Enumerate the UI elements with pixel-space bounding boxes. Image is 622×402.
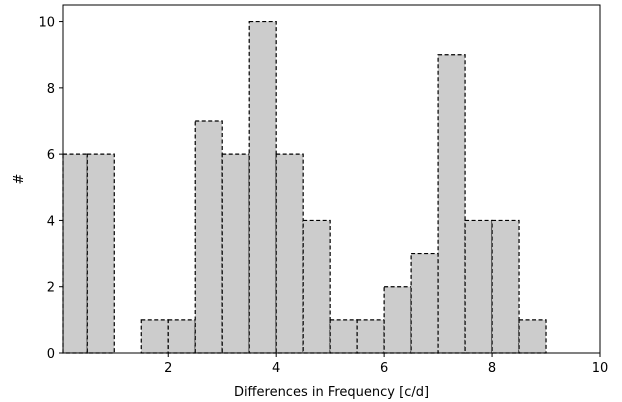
y-tick-label: 2 — [47, 281, 55, 296]
histogram-bar-13 — [410, 252, 439, 354]
histogram-bar-1 — [86, 153, 115, 354]
histogram-bar-9 — [302, 219, 331, 354]
y-tick-label: 10 — [38, 16, 55, 31]
histogram-bar-6 — [221, 153, 250, 354]
y-axis-label: # — [12, 174, 27, 185]
histogram-bar-8 — [275, 153, 304, 354]
x-axis-label: Differences in Frequency [c/d] — [234, 385, 429, 400]
x-axis-ticks: 2 4 6 8 10 — [164, 353, 608, 376]
y-tick-label: 4 — [47, 214, 55, 229]
histogram-bar-11 — [356, 319, 385, 354]
histogram-bar-15 — [464, 219, 493, 354]
x-tick-label: 6 — [380, 361, 388, 376]
histogram-bar-0 — [62, 153, 88, 354]
y-tick-label: 0 — [47, 347, 55, 362]
x-tick-label: 4 — [272, 361, 280, 376]
histogram-bar-3 — [140, 319, 169, 354]
histogram-bar-14 — [437, 54, 466, 354]
y-tick-label: 8 — [47, 82, 55, 97]
x-tick-label: 2 — [164, 361, 172, 376]
histogram-bar-7 — [248, 20, 277, 354]
histogram-bar-12 — [383, 286, 412, 354]
histogram-bar-16 — [491, 219, 520, 354]
histogram-bar-4 — [167, 319, 196, 354]
histogram-bar-17 — [518, 319, 547, 354]
x-tick-label: 8 — [488, 361, 496, 376]
histogram-bar-10 — [329, 319, 358, 354]
bars-group — [62, 20, 547, 354]
histogram-bar-5 — [194, 120, 223, 354]
plot-frame — [62, 4, 601, 354]
x-tick-label: 10 — [592, 361, 609, 376]
y-axis-ticks: 0 2 4 6 8 10 — [38, 16, 63, 362]
y-tick-label: 6 — [47, 148, 55, 163]
